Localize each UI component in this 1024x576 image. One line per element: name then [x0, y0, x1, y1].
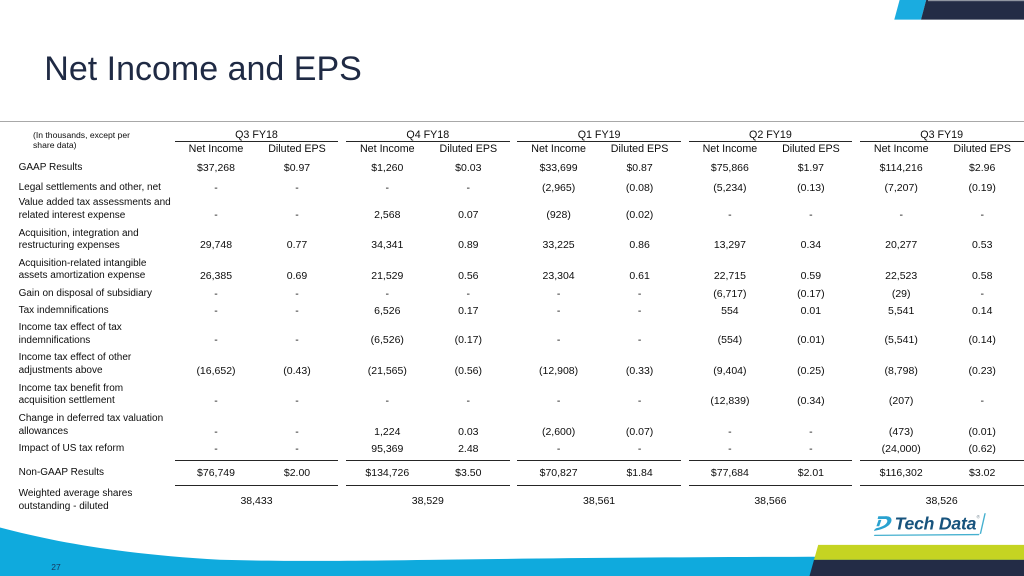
svg-text:Tech Data: Tech Data	[895, 514, 977, 534]
svg-text:®: ®	[977, 514, 981, 520]
